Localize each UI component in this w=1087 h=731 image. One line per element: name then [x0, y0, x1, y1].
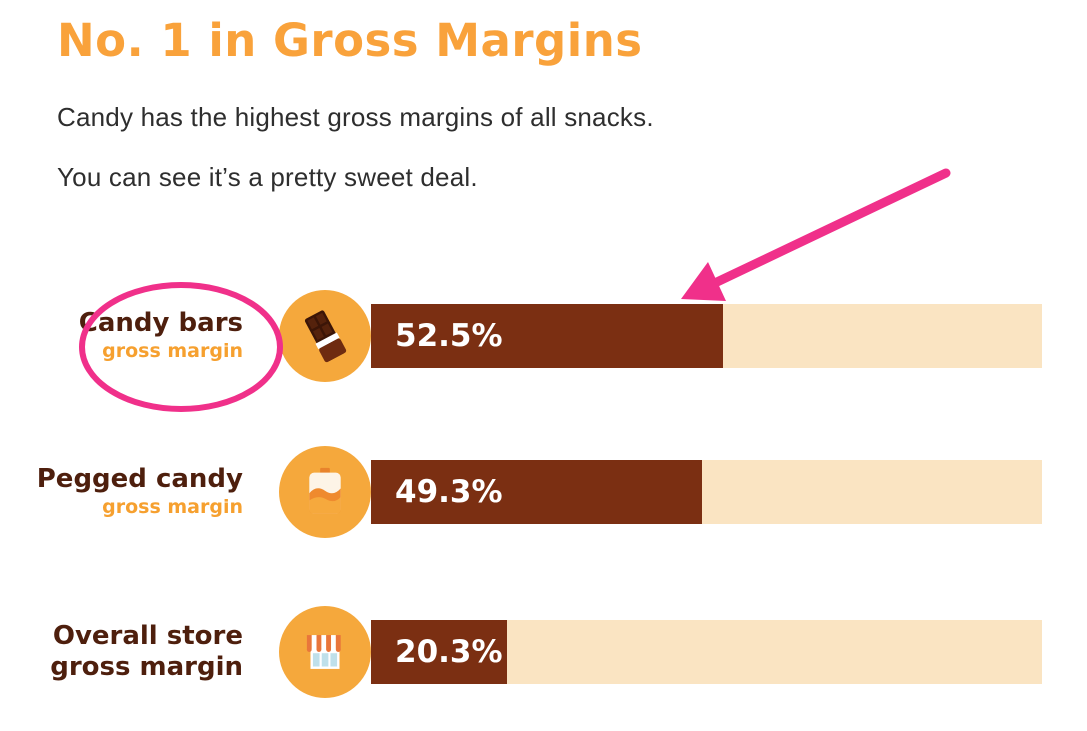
chart-row-overall-store: Overall store gross margin [0, 606, 1087, 698]
store-icon [279, 606, 371, 698]
row-label-block: Pegged candy gross margin [12, 446, 243, 538]
row-label: Pegged candy [36, 463, 243, 494]
row-sublabel: gross margin [102, 339, 243, 362]
bar-fill: 20.3% [371, 620, 508, 684]
row-label: Candy bars [78, 307, 243, 338]
bar-track: 20.3% [371, 620, 1042, 684]
chart-row-candy-bars: Candy bars gross margin 52.5% [0, 290, 1087, 382]
chart-row-pegged-candy: Pegged candy gross margin 49.3% [0, 446, 1087, 538]
row-sublabel: gross margin [102, 495, 243, 518]
candy-bag-icon [279, 446, 371, 538]
row-label-line2: gross margin [50, 652, 243, 682]
page-title: No. 1 in Gross Margins [57, 14, 643, 67]
annotation-arrow-shaft [712, 168, 951, 287]
subtitle-line-1: Candy has the highest gross margins of a… [57, 102, 654, 132]
row-label-block: Candy bars gross margin [12, 290, 243, 382]
row-label: Overall store [52, 620, 243, 651]
row-label-block: Overall store gross margin [12, 606, 243, 698]
bar-track: 52.5% [371, 304, 1042, 368]
bar-value-label: 52.5% [395, 318, 503, 354]
bar-value-label: 20.3% [395, 634, 503, 670]
bar-fill: 49.3% [371, 460, 702, 524]
bar-fill: 52.5% [371, 304, 724, 368]
bar-value-label: 49.3% [395, 474, 503, 510]
subtitle-line-2: You can see it’s a pretty sweet deal. [57, 162, 478, 192]
chocolate-bar-icon [279, 290, 371, 382]
bar-track: 49.3% [371, 460, 1042, 524]
